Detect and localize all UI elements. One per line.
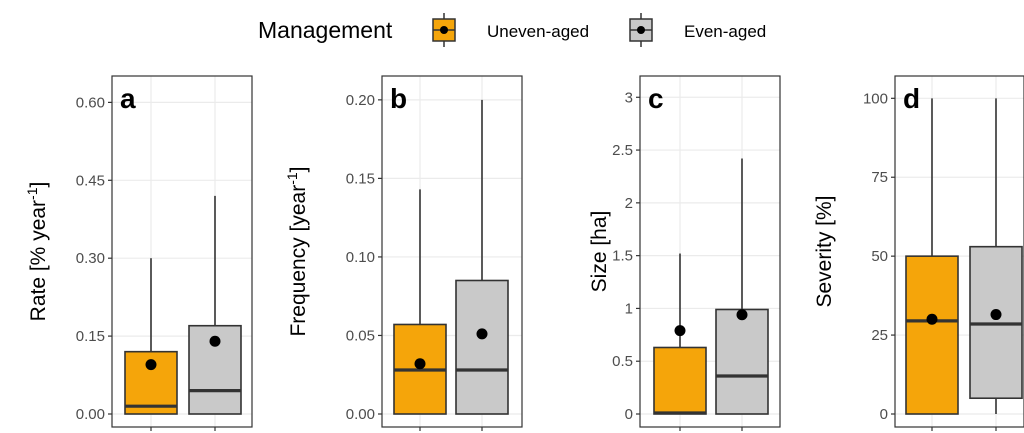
legend-entry-2: Even-aged — [629, 13, 766, 47]
legend-key-dot — [637, 26, 645, 34]
mean-point — [926, 313, 938, 325]
y-tick-label: 0.60 — [76, 94, 105, 111]
panel-d: 0 25 50 75 100 d Severity [%] — [813, 75, 1024, 431]
mean-point — [209, 335, 221, 347]
y-axis-label: Rate [% year-1] — [24, 182, 50, 322]
panel-letter: c — [648, 83, 664, 114]
y-tick-label: 0.15 — [76, 328, 105, 345]
y-tick-label: 50 — [871, 248, 888, 265]
mean-point — [990, 309, 1002, 321]
y-axis-label: Severity [%] — [813, 195, 836, 307]
y-tick-label: 0 — [880, 406, 888, 423]
mean-point — [145, 359, 157, 371]
y-tick-label: 75 — [871, 169, 888, 186]
y-tick-label: 0.5 — [612, 353, 633, 370]
panel-letter: b — [390, 83, 407, 114]
panel-a: 0.00 0.15 0.30 0.45 0.60 a Rate [% year-1] — [24, 75, 253, 431]
y-tick-label: 0.30 — [76, 250, 105, 267]
y-tick-label: 2.5 — [612, 142, 633, 159]
y-tick-label: 1 — [625, 300, 633, 317]
box-iqr — [455, 279, 509, 415]
panel-border — [381, 75, 523, 428]
legend-title: Management — [258, 17, 393, 43]
mean-point — [476, 328, 488, 340]
y-tick-label: 1.5 — [612, 248, 633, 265]
y-tick-label: 0.15 — [346, 170, 375, 187]
panel-border — [894, 75, 1024, 428]
legend: Management Uneven-aged Even-aged — [258, 13, 766, 47]
box-uneven-aged — [653, 253, 707, 415]
y-tick-label: 25 — [871, 327, 888, 344]
y-tick-label: 2 — [625, 195, 633, 212]
y-tick-label: 3 — [625, 89, 633, 106]
box-iqr — [905, 255, 959, 415]
mean-point — [736, 309, 748, 321]
box-iqr — [653, 346, 707, 415]
mean-point — [414, 358, 426, 370]
y-tick-label: 0.00 — [76, 406, 105, 423]
panel-letter: d — [903, 83, 920, 114]
box-iqr — [715, 308, 769, 415]
panel-border — [639, 75, 781, 428]
legend-entries: Uneven-aged Even-aged — [432, 13, 766, 47]
y-tick-label: 0.10 — [346, 249, 375, 266]
y-tick-label: 0 — [625, 406, 633, 423]
legend-entry-1: Uneven-aged — [432, 13, 589, 47]
y-tick-label: 0.05 — [346, 327, 375, 344]
box-even-aged — [969, 98, 1023, 414]
box-uneven-aged — [393, 189, 447, 415]
y-tick-label: 0.00 — [346, 406, 375, 423]
y-axis-label: Frequency [year-1] — [284, 166, 310, 336]
legend-entry-label: Uneven-aged — [487, 22, 589, 41]
panel-border — [111, 75, 253, 428]
legend-key-dot — [440, 26, 448, 34]
box-even-aged — [455, 99, 509, 415]
legend-entry-label: Even-aged — [684, 22, 766, 41]
y-tick-label: 0.45 — [76, 172, 105, 189]
box-uneven-aged — [905, 98, 959, 415]
panel-b: 0.00 0.05 0.10 0.15 0.20 b Frequency [year-1] — [284, 75, 523, 431]
box-uneven-aged — [124, 258, 178, 415]
box-even-aged — [188, 195, 242, 415]
panel-c: 0 0.5 1 1.5 2 2.5 3 c Size [ha] — [588, 75, 781, 431]
y-tick-label: 100 — [863, 90, 888, 107]
panel-letter: a — [120, 83, 136, 114]
y-tick-label: 0.20 — [346, 92, 375, 109]
mean-point — [674, 325, 686, 337]
y-axis-label: Size [ha] — [588, 211, 611, 293]
box-even-aged — [715, 158, 769, 415]
